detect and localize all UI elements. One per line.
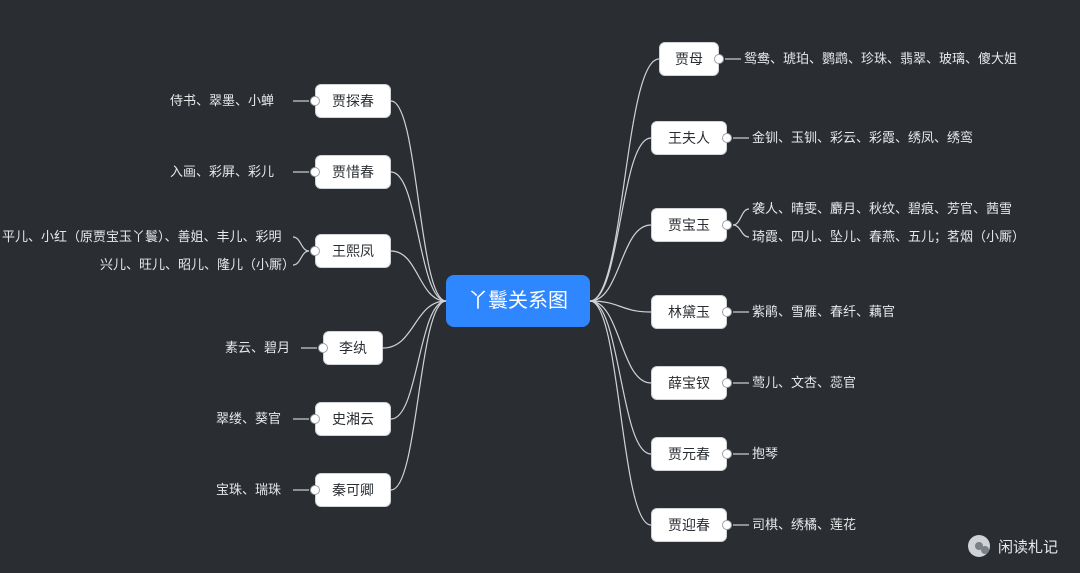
branch-node-qkq[interactable]: 秦可卿 bbox=[315, 473, 391, 507]
branch-node-li[interactable]: 李纨 bbox=[323, 331, 383, 365]
toggle-dot-xbc[interactable] bbox=[722, 378, 732, 388]
mindmap-stage: 丫鬟关系图 贾探春 侍书、翠墨、小蝉贾惜春 入画、彩屏、彩儿王熙凤 平儿、小红（原贾宝玉… bbox=[0, 0, 1080, 573]
leaf-jyx-0: 司棋、绣橘、莲花 bbox=[752, 516, 856, 534]
leaf-jby-1: 琦霞、四儿、坠儿、春燕、五儿；茗烟（小厮） bbox=[752, 228, 1025, 246]
branch-node-jyx[interactable]: 贾迎春 bbox=[651, 508, 727, 542]
toggle-dot-wfr[interactable] bbox=[722, 133, 732, 143]
branch-node-wfr[interactable]: 王夫人 bbox=[651, 121, 727, 155]
leaf-ldy-0: 紫鹃、雪雁、春纤、藕官 bbox=[752, 303, 895, 321]
branch-node-sxy[interactable]: 史湘云 bbox=[315, 402, 391, 436]
leaf-tan-0: 侍书、翠墨、小蝉 bbox=[170, 92, 274, 110]
wechat-icon bbox=[968, 535, 990, 557]
leaf-wxf-1: 兴儿、旺儿、昭儿、隆儿（小厮） bbox=[100, 256, 295, 274]
toggle-dot-li[interactable] bbox=[318, 343, 328, 353]
toggle-dot-xi[interactable] bbox=[310, 167, 320, 177]
toggle-dot-ldy[interactable] bbox=[722, 307, 732, 317]
branch-node-jm[interactable]: 贾母 bbox=[659, 42, 719, 76]
leaf-sxy-0: 翠缕、葵官 bbox=[216, 410, 281, 428]
toggle-dot-wxf[interactable] bbox=[310, 246, 320, 256]
toggle-dot-jby[interactable] bbox=[722, 220, 732, 230]
leaf-wfr-0: 金钏、玉钏、彩云、彩霞、绣凤、绣鸾 bbox=[752, 129, 973, 147]
root-node[interactable]: 丫鬟关系图 bbox=[446, 275, 590, 327]
toggle-dot-jm[interactable] bbox=[714, 54, 724, 64]
leaf-qkq-0: 宝珠、瑞珠 bbox=[216, 481, 281, 499]
leaf-jm-0: 鸳鸯、琥珀、鹦鹉、珍珠、翡翠、玻璃、傻大姐 bbox=[744, 50, 1017, 68]
branch-node-jby[interactable]: 贾宝玉 bbox=[651, 208, 727, 242]
branch-node-jyc[interactable]: 贾元春 bbox=[651, 437, 727, 471]
toggle-dot-tan[interactable] bbox=[310, 96, 320, 106]
leaf-xbc-0: 莺儿、文杏、蕊官 bbox=[752, 374, 856, 392]
branch-node-tan[interactable]: 贾探春 bbox=[315, 84, 391, 118]
leaf-jyc-0: 抱琴 bbox=[752, 445, 778, 463]
toggle-dot-qkq[interactable] bbox=[310, 485, 320, 495]
footer: 闲读札记 bbox=[968, 535, 1058, 557]
leaf-li-0: 素云、碧月 bbox=[225, 339, 290, 357]
leaf-wxf-0: 平儿、小红（原贾宝玉丫鬟）、善姐、丰儿、彩明 bbox=[2, 228, 282, 246]
toggle-dot-jyc[interactable] bbox=[722, 449, 732, 459]
toggle-dot-sxy[interactable] bbox=[310, 414, 320, 424]
branch-node-wxf[interactable]: 王熙凤 bbox=[315, 234, 391, 268]
branch-node-ldy[interactable]: 林黛玉 bbox=[651, 295, 727, 329]
toggle-dot-jyx[interactable] bbox=[722, 520, 732, 530]
footer-text: 闲读札记 bbox=[998, 536, 1058, 557]
branch-node-xbc[interactable]: 薛宝钗 bbox=[651, 366, 727, 400]
leaf-jby-0: 袭人、晴雯、麝月、秋纹、碧痕、芳官、茜雪 bbox=[752, 200, 1012, 218]
branch-node-xi[interactable]: 贾惜春 bbox=[315, 155, 391, 189]
leaf-xi-0: 入画、彩屏、彩儿 bbox=[170, 163, 274, 181]
